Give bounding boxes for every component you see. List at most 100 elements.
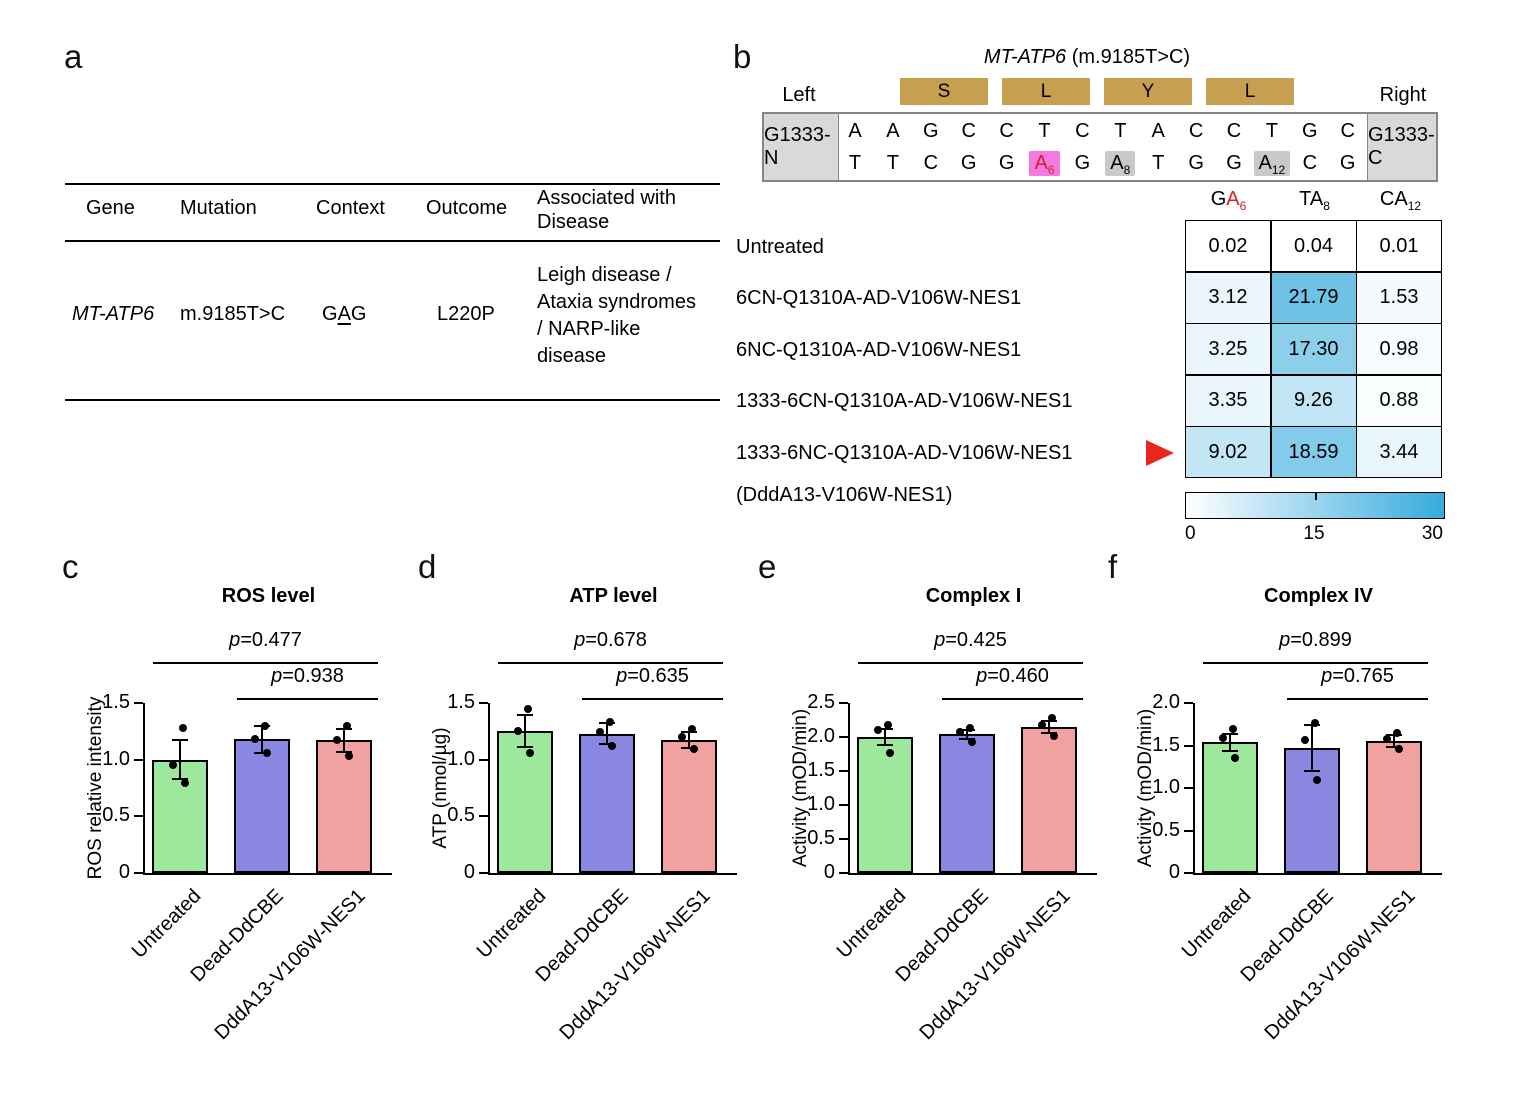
top-strand-base: T xyxy=(1265,119,1278,142)
colorbar-tick-max: 30 xyxy=(1421,523,1443,544)
data-point xyxy=(1301,736,1309,745)
y-tick-label: 0.5 xyxy=(447,804,475,827)
y-tick-mark xyxy=(134,702,143,704)
x-category-label: Untreated xyxy=(1177,885,1256,963)
heatmap-cell: 3.35 xyxy=(1186,375,1270,426)
x-category-label: DddA13-V106W-NES1 xyxy=(915,885,1075,1045)
plain-base: G xyxy=(960,151,977,174)
top-strand-base: G xyxy=(1302,119,1318,142)
plain-base: T xyxy=(886,151,899,174)
p-annotation-line xyxy=(1287,698,1428,700)
base-position-subscript: 6 xyxy=(1047,162,1055,177)
y-axis xyxy=(1193,703,1195,875)
data-point xyxy=(1050,731,1058,740)
bystander-base-highlight: A8 xyxy=(1105,150,1136,177)
y-tick-label: 1.5 xyxy=(1152,733,1180,756)
y-tick-label: 2.5 xyxy=(807,691,835,713)
data-point xyxy=(968,737,976,746)
data-point xyxy=(874,726,882,735)
cell-context: GAG xyxy=(322,303,366,326)
y-tick-mark xyxy=(839,838,848,840)
panel-d-label: d xyxy=(418,548,437,585)
plain-base: C xyxy=(1302,151,1318,174)
x-category-label: DddA13-V106W-NES1 xyxy=(210,885,370,1045)
error-bar-cap-bottom xyxy=(172,777,188,780)
plain-base: T xyxy=(848,151,862,174)
context-pre: G xyxy=(322,303,338,325)
y-tick-label: 0.5 xyxy=(1152,818,1180,841)
p-annotation-line xyxy=(237,698,378,700)
data-point xyxy=(526,748,534,757)
top-strand-base: A xyxy=(848,119,862,142)
error-bar-line xyxy=(1393,735,1395,748)
col-header-disease: Associated with Disease xyxy=(537,186,676,234)
col-header-gene: Gene xyxy=(86,197,135,219)
selected-row-arrow-icon xyxy=(1146,440,1174,466)
y-tick-label: 2.0 xyxy=(1152,691,1180,713)
x-axis xyxy=(1193,873,1442,875)
sequence-title-gene: MT-ATP6 xyxy=(983,46,1067,68)
heatmap-cell: 3.44 xyxy=(1357,427,1441,477)
p-annotation-text: p=0.425 xyxy=(934,629,1007,651)
heatmap-cell: 9.02 xyxy=(1186,427,1270,477)
y-tick-label: 0 xyxy=(118,861,130,883)
data-point xyxy=(1313,775,1321,784)
y-tick-mark xyxy=(479,702,488,704)
col-header-disease-line2: Disease xyxy=(537,211,610,233)
data-point xyxy=(966,724,974,733)
data-point xyxy=(1231,754,1239,763)
p-annotation-text: p=0.938 xyxy=(271,665,344,687)
col-header-outcome: Outcome xyxy=(426,197,508,219)
p-annotation-line xyxy=(942,698,1083,700)
y-tick-mark xyxy=(839,702,848,704)
p-annotation-line xyxy=(858,662,1083,664)
col-header-disease-line1: Associated with xyxy=(537,187,676,209)
y-tick-mark xyxy=(839,770,848,772)
plain-base: G xyxy=(998,151,1015,174)
col-header-mutation: Mutation xyxy=(180,197,257,219)
y-tick-mark xyxy=(1184,829,1193,832)
data-point xyxy=(333,736,341,745)
p-annotation-text: p=0.678 xyxy=(574,629,647,651)
data-point xyxy=(345,752,353,761)
error-bar-cap-bottom xyxy=(254,751,270,754)
y-tick-mark xyxy=(479,758,488,761)
error-bar-line xyxy=(1311,725,1313,771)
y-tick-mark xyxy=(1184,787,1193,789)
top-strand-base: C xyxy=(999,119,1014,142)
colorbar-tick-mid: 15 xyxy=(1303,523,1325,544)
y-tick-mark xyxy=(1184,872,1193,874)
bar xyxy=(1202,742,1258,873)
disease-line: disease xyxy=(537,345,606,367)
error-bar-cap-bottom xyxy=(599,742,615,745)
y-axis-label: Activity (mOD/min) xyxy=(790,708,811,868)
y-axis xyxy=(848,703,850,875)
top-strand-base: A xyxy=(886,119,900,142)
data-point xyxy=(343,721,351,730)
heatmap-cell: 0.01 xyxy=(1357,221,1441,271)
error-bar-line xyxy=(524,715,526,748)
y-axis-label: Activity (mOD/min) xyxy=(1135,708,1156,868)
plain-base: G xyxy=(1226,151,1242,174)
data-point xyxy=(1219,733,1227,742)
data-point xyxy=(678,733,686,741)
y-tick-mark xyxy=(134,758,143,761)
top-strand-base: C xyxy=(1075,119,1090,142)
error-bar-line xyxy=(884,728,886,746)
heatmap-cell: 21.79 xyxy=(1271,272,1356,323)
amino-acid-box: S xyxy=(900,78,988,105)
heatmap-cell: 18.59 xyxy=(1271,427,1356,477)
heatmap-row-label: 6CN-Q1310A-AD-V106W-NES1 xyxy=(736,287,1022,309)
cell-outcome: L220P xyxy=(437,303,495,325)
error-bar-cap-bottom xyxy=(1041,731,1057,734)
table-bottom-rule xyxy=(65,399,720,401)
disease-line: Leigh disease / xyxy=(537,264,672,286)
y-tick-label: 0.5 xyxy=(102,804,130,827)
x-category-label: Untreated xyxy=(472,885,551,963)
chart-complex-i: Complex I p=0.425 p=0.460 0 0.5 1.0 1.5 2.0 2.5 A… xyxy=(765,543,1145,1098)
plain-base: C xyxy=(923,151,939,174)
error-bar-cap-bottom xyxy=(517,746,533,749)
context-post: G xyxy=(350,303,367,325)
top-strand-base: T xyxy=(1038,119,1051,142)
x-category-label: Untreated xyxy=(127,885,206,963)
